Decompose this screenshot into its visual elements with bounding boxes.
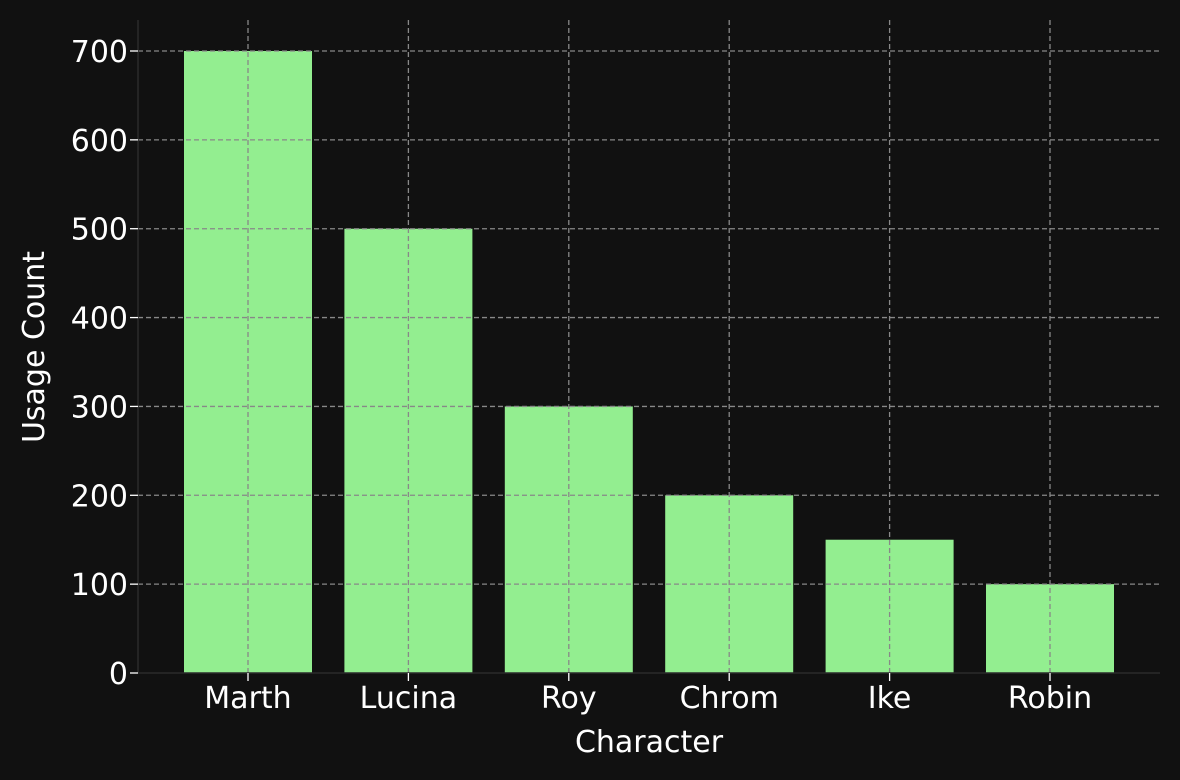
- x-tick-label: Ike: [868, 681, 912, 716]
- y-tick-label: 0: [109, 657, 128, 692]
- y-tick-label: 700: [71, 35, 128, 70]
- x-tick-label: Roy: [541, 681, 597, 716]
- grid: [138, 20, 1160, 673]
- y-axis-title: Usage Count: [17, 251, 52, 443]
- x-tick-label: Lucina: [360, 681, 457, 716]
- y-tick-label: 400: [71, 302, 128, 337]
- bars: [184, 51, 1114, 673]
- y-tick-label: 300: [71, 390, 128, 425]
- x-tick-label: Robin: [1008, 681, 1092, 716]
- x-tick-label: Marth: [204, 681, 291, 716]
- y-tick-label: 100: [71, 568, 128, 603]
- y-tick-label: 200: [71, 479, 128, 514]
- bar-marth: [184, 51, 312, 673]
- x-tick-label: Chrom: [680, 681, 779, 716]
- axes: [130, 20, 1160, 681]
- y-tick-label: 600: [71, 124, 128, 159]
- x-axis-title: Character: [575, 725, 724, 760]
- y-tick-label: 500: [71, 213, 128, 248]
- tick-labels: 0 100 200 300 400 500 600 700 Marth Lucina Roy Chro…: [71, 35, 1092, 716]
